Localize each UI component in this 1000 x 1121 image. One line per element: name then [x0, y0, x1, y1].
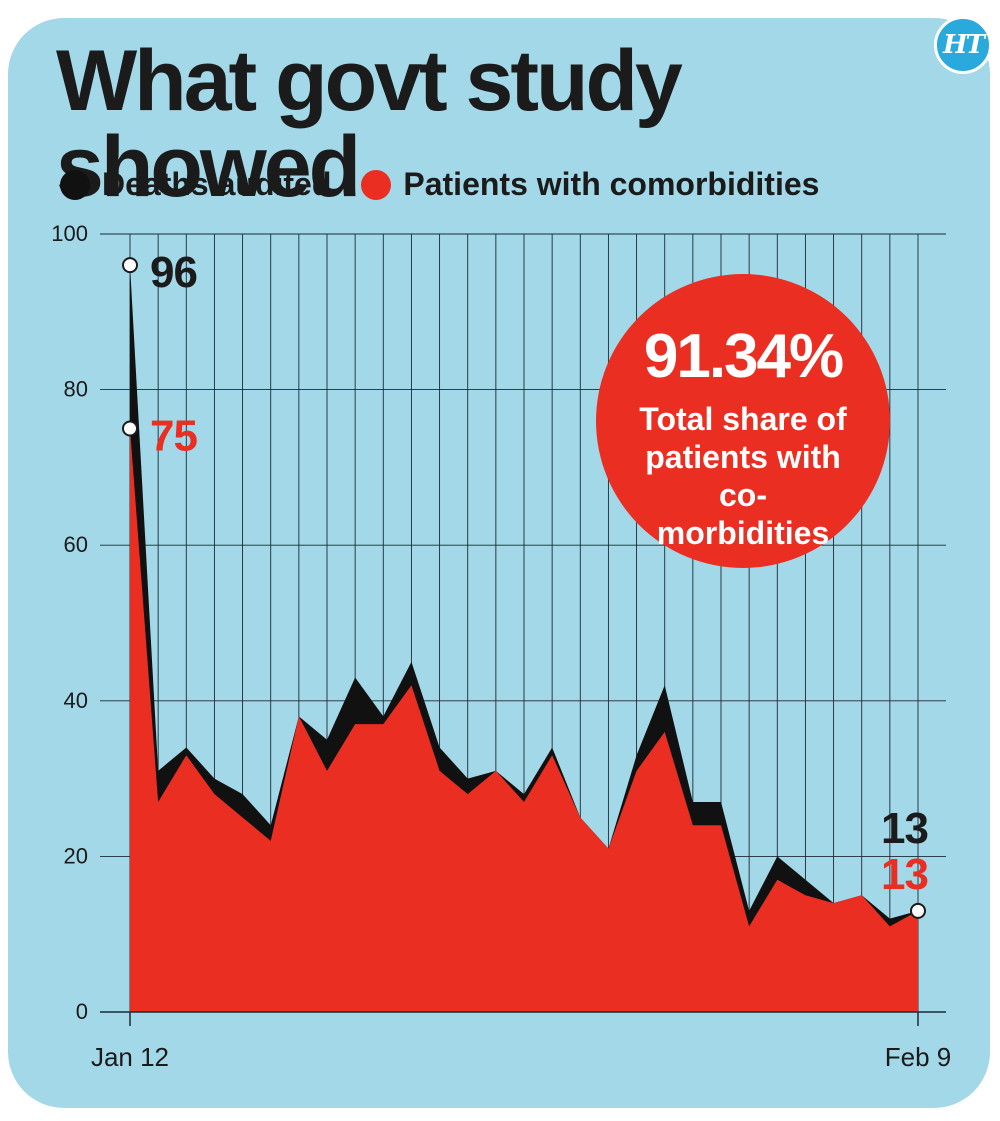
legend-item-comorbidities: Patients with comorbidities — [361, 166, 819, 203]
y-tick-label: 0 — [76, 999, 88, 1024]
legend-item-deaths: Deaths audited — [60, 166, 331, 203]
y-tick-label: 20 — [64, 843, 88, 868]
data-point-marker — [122, 257, 138, 274]
x-axis-labels: Jan 12 Feb 9 — [91, 1042, 951, 1072]
chart-areas — [130, 265, 918, 1012]
data-label: 13 — [881, 804, 928, 853]
legend: Deaths audited Patients with comorbiditi… — [60, 166, 849, 203]
legend-swatch-deaths — [60, 169, 90, 200]
chart-title: What govt study showed — [56, 33, 683, 215]
data-point-marker — [122, 420, 138, 437]
y-tick-label: 60 — [64, 532, 88, 557]
x-tick-label: Feb 9 — [885, 1042, 952, 1072]
area-series-1 — [130, 428, 918, 1012]
legend-swatch-comorbidities — [361, 169, 392, 200]
callout-label: Total share of patients with co-morbidit… — [639, 401, 847, 551]
data-label: 96 — [150, 248, 197, 297]
y-tick-label: 80 — [64, 377, 88, 402]
chart-axes — [100, 1011, 946, 1026]
y-axis-labels: 0 20 40 60 80 100 — [51, 221, 88, 1024]
x-tick-label: Jan 12 — [91, 1042, 169, 1072]
y-tick-label: 40 — [64, 688, 88, 713]
chart-markers — [122, 257, 926, 919]
legend-label-comorbidities: Patients with comorbidities — [403, 166, 820, 202]
total-share-callout: 91.34% Total share of patients with co-m… — [596, 274, 890, 568]
y-tick-label: 100 — [51, 221, 88, 246]
data-label: 75 — [150, 412, 197, 461]
ht-logo: HT — [934, 16, 992, 74]
legend-label-deaths: Deaths audited — [102, 166, 332, 202]
data-label: 13 — [881, 850, 928, 899]
callout-value: 91.34% — [643, 322, 844, 391]
data-point-marker — [910, 902, 926, 919]
